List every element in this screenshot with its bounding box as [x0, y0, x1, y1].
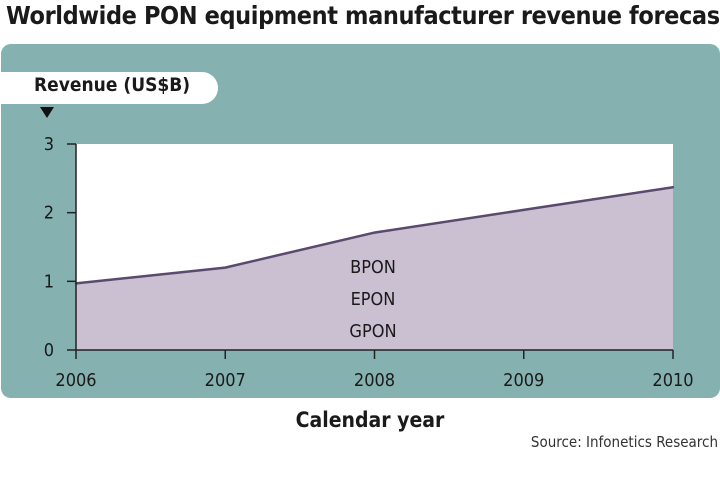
data-point: [522, 208, 525, 212]
area-label: EPON: [351, 289, 396, 310]
x-axis-label: Calendar year: [295, 408, 445, 432]
y-tick-label: 3: [44, 134, 54, 155]
x-tick-label: 2010: [652, 370, 693, 391]
y-axis-label-tab: [0, 72, 218, 104]
data-point: [224, 266, 227, 269]
area-fill: [76, 187, 673, 350]
y-tick-label: 1: [44, 271, 54, 292]
source-note: Source: Infonetics Research: [530, 433, 718, 451]
data-point: [373, 231, 376, 234]
x-tick-label: 2007: [205, 370, 246, 391]
area-label: BPON: [350, 257, 396, 278]
area-label: GPON: [349, 321, 396, 342]
y-axis-label: Revenue (US$B): [34, 74, 191, 96]
x-tick-label: 2006: [55, 370, 96, 391]
chart-title: Worldwide PON equipment manufacturer rev…: [6, 1, 720, 30]
data-point: [671, 186, 675, 189]
y-tick-label: 2: [44, 203, 54, 224]
y-axis-arrow-icon: [40, 107, 54, 118]
x-tick-label: 2009: [503, 370, 544, 391]
y-tick-label: 0: [44, 340, 54, 361]
x-tick-label: 2008: [354, 370, 395, 391]
